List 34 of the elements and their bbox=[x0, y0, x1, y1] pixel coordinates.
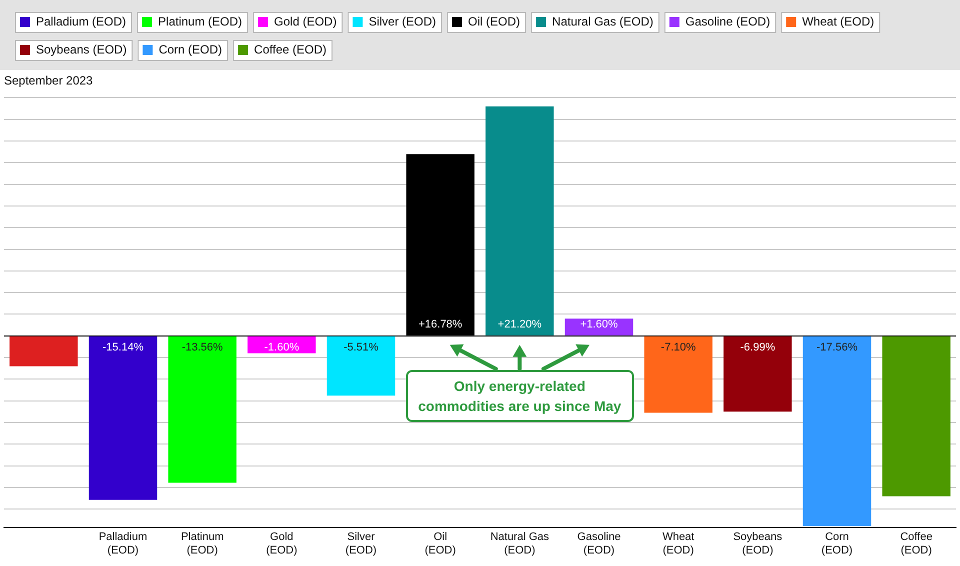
x-tick-label: Gold (EOD) bbox=[266, 531, 298, 556]
callout: Only energy-related commodities are up since May bbox=[406, 370, 634, 422]
legend-label: Gold (EOD) bbox=[274, 14, 337, 28]
legend-label: Coffee (EOD) bbox=[254, 42, 327, 56]
data-label: -1.60% bbox=[264, 341, 300, 354]
x-tick-label: Platinum (EOD) bbox=[180, 531, 224, 556]
data-label: -7.10% bbox=[660, 341, 696, 354]
chart-title: September 2023 bbox=[4, 74, 94, 88]
data-label: -15.14% bbox=[102, 341, 144, 354]
data-label: -13.56% bbox=[182, 341, 224, 354]
data-label: +16.78% bbox=[418, 318, 462, 330]
legend-label: Soybeans (EOD) bbox=[36, 42, 127, 56]
x-tick-label: Silver (EOD) bbox=[345, 531, 377, 556]
legend-label: Silver (EOD) bbox=[368, 14, 436, 28]
x-tick-label: Corn (EOD) bbox=[821, 531, 853, 556]
x-tick-label: Palladium (EOD) bbox=[98, 531, 148, 556]
legend-label: Corn (EOD) bbox=[158, 42, 222, 56]
x-tick-label: Natural Gas (EOD) bbox=[490, 531, 550, 556]
x-tick-label: Wheat (EOD) bbox=[662, 531, 694, 556]
legend-label: Gasoline (EOD) bbox=[685, 14, 770, 28]
x-tick-label: Soybeans (EOD) bbox=[733, 531, 783, 556]
data-label: -17.56% bbox=[816, 341, 858, 354]
legend-label: Palladium (EOD) bbox=[36, 14, 126, 28]
data-label: -5.51% bbox=[344, 341, 379, 354]
x-tick-label: Gasoline (EOD) bbox=[577, 531, 621, 556]
x-tick-label: Oil (EOD) bbox=[424, 531, 456, 556]
legend-label: Platinum (EOD) bbox=[158, 14, 242, 28]
legend-label: Natural Gas (EOD) bbox=[552, 14, 654, 28]
legend-label: Wheat (EOD) bbox=[802, 14, 874, 28]
data-label: +1.60% bbox=[580, 318, 618, 330]
x-tick-label: Coffee (EOD) bbox=[900, 531, 932, 556]
data-label: -6.99% bbox=[740, 341, 776, 354]
legend-label: Oil (EOD) bbox=[468, 14, 520, 28]
data-label: +21.20% bbox=[498, 318, 542, 330]
